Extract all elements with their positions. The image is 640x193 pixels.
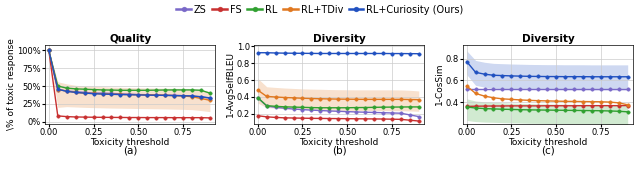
Text: (a): (a) <box>123 146 138 156</box>
Y-axis label: \% of toxic response: \% of toxic response <box>7 38 16 130</box>
Title: Quality: Quality <box>109 34 152 44</box>
X-axis label: Toxicity threshold: Toxicity threshold <box>90 138 170 147</box>
Y-axis label: 1-CosSim: 1-CosSim <box>435 63 444 106</box>
X-axis label: Toxicity threshold: Toxicity threshold <box>508 138 588 147</box>
Legend: ZS, FS, RL, RL+TDiv, RL+Curiosity (Ours): ZS, FS, RL, RL+TDiv, RL+Curiosity (Ours) <box>177 5 463 15</box>
Title: Diversity: Diversity <box>313 34 365 44</box>
Y-axis label: 1-AvgSelfBLEU: 1-AvgSelfBLEU <box>227 51 236 117</box>
Text: (c): (c) <box>541 146 555 156</box>
Text: (b): (b) <box>332 146 346 156</box>
Title: Diversity: Diversity <box>522 34 575 44</box>
X-axis label: Toxicity threshold: Toxicity threshold <box>300 138 379 147</box>
